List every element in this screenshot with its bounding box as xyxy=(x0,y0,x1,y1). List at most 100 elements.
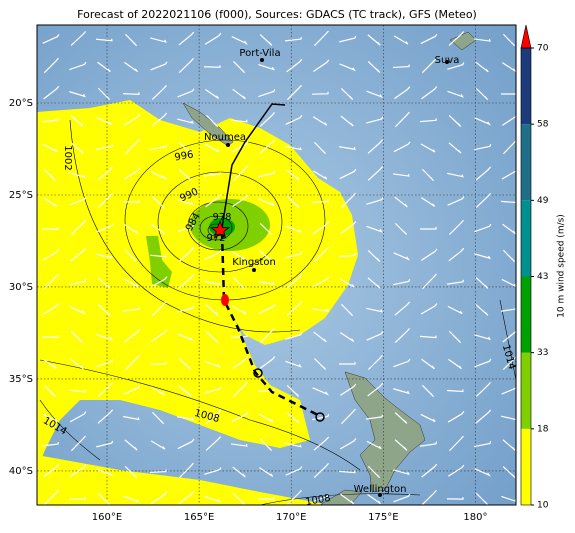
wind-barb xyxy=(340,408,356,425)
wind-barb xyxy=(68,389,86,393)
wind-barb xyxy=(259,139,276,154)
colorbar-segment xyxy=(521,352,531,429)
wind-barb xyxy=(232,276,246,290)
wind-barb xyxy=(475,87,489,101)
wind-barb xyxy=(475,381,491,397)
wind-barb xyxy=(230,119,248,123)
colorbar-segment xyxy=(521,48,531,125)
wind-barb xyxy=(313,436,330,451)
wind-barb xyxy=(205,88,220,100)
wind-barb xyxy=(502,466,516,478)
wind-barb xyxy=(97,166,114,181)
wind-barb xyxy=(42,302,60,315)
wind-barb xyxy=(421,273,437,290)
colorbar-segment xyxy=(521,124,531,201)
wind-barb xyxy=(150,61,168,71)
isobar-label: 972 xyxy=(206,233,225,244)
wind-barb xyxy=(97,382,114,397)
wind-barb xyxy=(70,115,84,127)
wind-barb xyxy=(392,64,410,69)
wind-barb xyxy=(257,497,275,500)
storm-center xyxy=(209,219,231,240)
lat-tick-label: 30°S xyxy=(9,282,33,293)
wind-barb xyxy=(70,330,84,344)
wind-barb xyxy=(258,170,276,178)
wind-barb xyxy=(70,435,86,452)
wind-barb xyxy=(259,327,275,344)
wind-barb xyxy=(340,493,354,505)
colorbar-label: 10 m wind speed (m/s) xyxy=(557,214,567,318)
wind-barb xyxy=(285,466,303,476)
wind-barb xyxy=(285,360,302,368)
wind-barb xyxy=(446,497,464,500)
wind-barb xyxy=(313,30,329,47)
wind-barb xyxy=(340,303,354,317)
wind-barb xyxy=(122,92,140,95)
wind-barb xyxy=(69,172,86,178)
wind-barb xyxy=(367,139,384,154)
wind-barb xyxy=(178,385,192,397)
wind-barb xyxy=(232,356,249,370)
wind-barb xyxy=(286,412,300,424)
wind-barb xyxy=(70,31,87,46)
wind-barb xyxy=(69,91,86,98)
wind-barb xyxy=(313,331,327,343)
wind-barb xyxy=(177,198,194,206)
wind-barb xyxy=(69,279,87,286)
wind-barb xyxy=(258,281,275,286)
wind-barb xyxy=(151,112,168,127)
wind-barb xyxy=(259,356,276,370)
wind-barb xyxy=(311,199,329,204)
wind-barb xyxy=(313,357,327,371)
wind-barb xyxy=(286,274,303,289)
wind-barb xyxy=(394,222,408,236)
colorbar-tick-label: 49 xyxy=(537,196,549,206)
wind-barb xyxy=(339,168,357,180)
wind-barb xyxy=(366,440,382,450)
wind-barb xyxy=(43,489,59,505)
wind-barb xyxy=(366,307,383,313)
lon-tick-label: 170°E xyxy=(276,512,306,523)
wind-barb xyxy=(394,111,410,128)
wind-barb xyxy=(447,305,463,315)
lat-tick-label: 25°S xyxy=(9,190,33,201)
colorbar-tick-label: 33 xyxy=(537,348,548,358)
wind-barb xyxy=(178,247,195,262)
wind-barb xyxy=(420,197,436,207)
wind-barb xyxy=(70,358,84,370)
wind-barb xyxy=(204,143,220,153)
wind-barb xyxy=(339,438,357,450)
wind-barb xyxy=(230,443,248,447)
lon-tick-label: 175°E xyxy=(368,512,398,523)
wind-barb xyxy=(124,249,138,263)
wind-barb xyxy=(178,491,195,505)
wind-barb xyxy=(394,412,408,424)
city-dot xyxy=(226,143,230,147)
wind-barb xyxy=(124,466,138,478)
wind-barb xyxy=(393,493,411,503)
wind-barb xyxy=(448,247,465,262)
wind-barb xyxy=(313,141,327,155)
wind-barb xyxy=(231,305,247,315)
colorbar-segment xyxy=(521,276,531,353)
wind-barb xyxy=(339,63,356,72)
wind-barb xyxy=(259,438,273,452)
map-frame xyxy=(36,24,517,506)
wind-barb xyxy=(421,86,438,100)
wind-barb xyxy=(70,247,87,262)
cities: Port-Vila Suva Noumea Kingston Wellington xyxy=(204,48,459,497)
isobar-label: 996 xyxy=(174,149,195,163)
wind-barb xyxy=(420,303,438,315)
wind-barb xyxy=(69,196,87,206)
wind-barb xyxy=(502,223,516,235)
wind-barb xyxy=(393,35,409,45)
colorbar: 10 18 33 43 49 58 70 10 m wind speed (m/s) xyxy=(520,24,567,511)
fiji xyxy=(449,31,477,51)
wind-barb xyxy=(448,435,464,452)
wind-barb xyxy=(285,251,303,259)
lat-tick-label: 20°S xyxy=(9,98,33,109)
wind-barb xyxy=(447,464,465,477)
wind-barb xyxy=(475,277,489,289)
wind-barb xyxy=(501,308,516,312)
